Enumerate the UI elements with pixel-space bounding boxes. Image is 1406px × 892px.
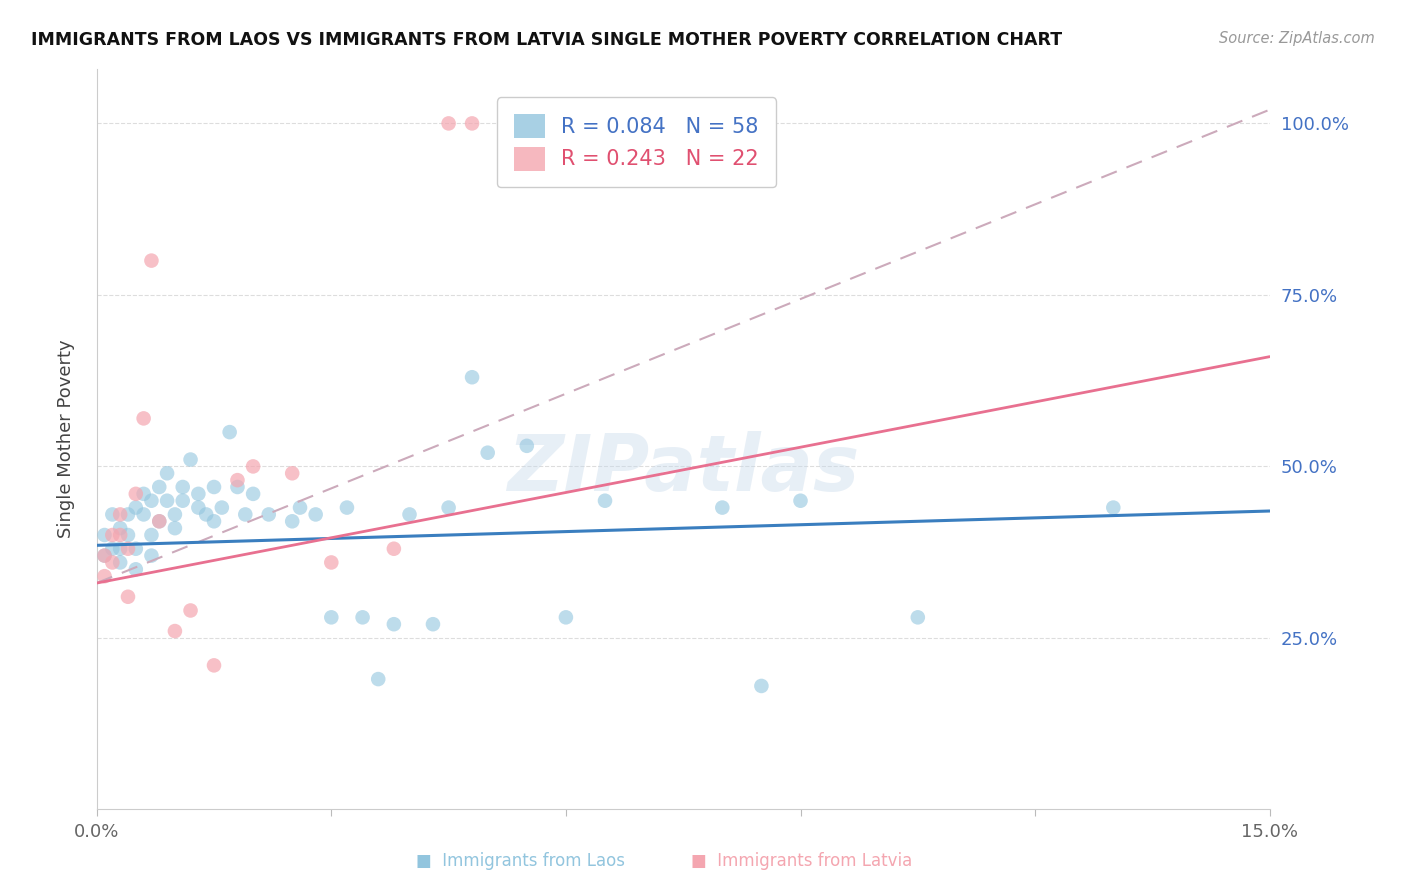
Point — [242, 459, 264, 474]
Point — [195, 508, 218, 522]
Point — [163, 508, 186, 522]
Point — [108, 541, 131, 556]
Text: Source: ZipAtlas.com: Source: ZipAtlas.com — [1219, 31, 1375, 46]
Point — [108, 556, 131, 570]
Point — [281, 514, 304, 528]
Point — [422, 617, 444, 632]
Point — [125, 487, 148, 501]
Point — [187, 487, 209, 501]
Point — [93, 549, 115, 563]
Point — [437, 116, 460, 130]
Point — [202, 480, 225, 494]
Point — [382, 617, 405, 632]
Point — [907, 610, 929, 624]
Point — [101, 508, 124, 522]
Point — [336, 500, 359, 515]
Point — [132, 411, 155, 425]
Point — [141, 253, 163, 268]
Point — [163, 521, 186, 535]
Point — [148, 480, 170, 494]
Point — [101, 541, 124, 556]
Point — [117, 508, 139, 522]
Point — [117, 528, 139, 542]
Text: ■  Immigrants from Laos: ■ Immigrants from Laos — [416, 852, 624, 870]
Point — [437, 500, 460, 515]
Point — [305, 508, 328, 522]
Point — [382, 541, 405, 556]
Point — [281, 467, 304, 481]
Point — [1102, 500, 1125, 515]
Point — [148, 514, 170, 528]
Point — [554, 610, 576, 624]
Point — [93, 569, 115, 583]
Point — [117, 541, 139, 556]
Text: ZIPatlas: ZIPatlas — [508, 431, 859, 507]
Point — [751, 679, 773, 693]
Point — [132, 487, 155, 501]
Point — [398, 508, 420, 522]
Point — [180, 603, 202, 617]
Point — [233, 508, 256, 522]
Point — [593, 493, 616, 508]
Point — [242, 487, 264, 501]
Point — [461, 370, 484, 384]
Point — [211, 500, 233, 515]
Point — [108, 508, 131, 522]
Point — [288, 500, 311, 515]
Point — [187, 500, 209, 515]
Point — [148, 514, 170, 528]
Point — [163, 624, 186, 638]
Point — [516, 439, 538, 453]
Point — [101, 556, 124, 570]
Point — [711, 500, 734, 515]
Text: IMMIGRANTS FROM LAOS VS IMMIGRANTS FROM LATVIA SINGLE MOTHER POVERTY CORRELATION: IMMIGRANTS FROM LAOS VS IMMIGRANTS FROM … — [31, 31, 1062, 49]
Point — [367, 672, 389, 686]
Point — [125, 541, 148, 556]
Point — [352, 610, 374, 624]
Point — [789, 493, 811, 508]
Point — [125, 500, 148, 515]
Legend: R = 0.084   N = 58, R = 0.243   N = 22: R = 0.084 N = 58, R = 0.243 N = 22 — [496, 97, 776, 187]
Point — [172, 493, 194, 508]
Point — [218, 425, 240, 439]
Point — [108, 521, 131, 535]
Point — [156, 467, 179, 481]
Point — [202, 658, 225, 673]
Point — [172, 480, 194, 494]
Point — [93, 528, 115, 542]
Point — [117, 590, 139, 604]
Point — [101, 528, 124, 542]
Text: ■  Immigrants from Latvia: ■ Immigrants from Latvia — [690, 852, 912, 870]
Y-axis label: Single Mother Poverty: Single Mother Poverty — [58, 340, 75, 538]
Point — [202, 514, 225, 528]
Point — [141, 493, 163, 508]
Point — [321, 556, 343, 570]
Point — [141, 528, 163, 542]
Point — [180, 452, 202, 467]
Point — [257, 508, 280, 522]
Point — [141, 549, 163, 563]
Point — [226, 480, 249, 494]
Point — [108, 528, 131, 542]
Point — [461, 116, 484, 130]
Point — [132, 508, 155, 522]
Point — [156, 493, 179, 508]
Point — [125, 562, 148, 576]
Point — [93, 549, 115, 563]
Point — [226, 473, 249, 487]
Point — [477, 446, 499, 460]
Point — [321, 610, 343, 624]
